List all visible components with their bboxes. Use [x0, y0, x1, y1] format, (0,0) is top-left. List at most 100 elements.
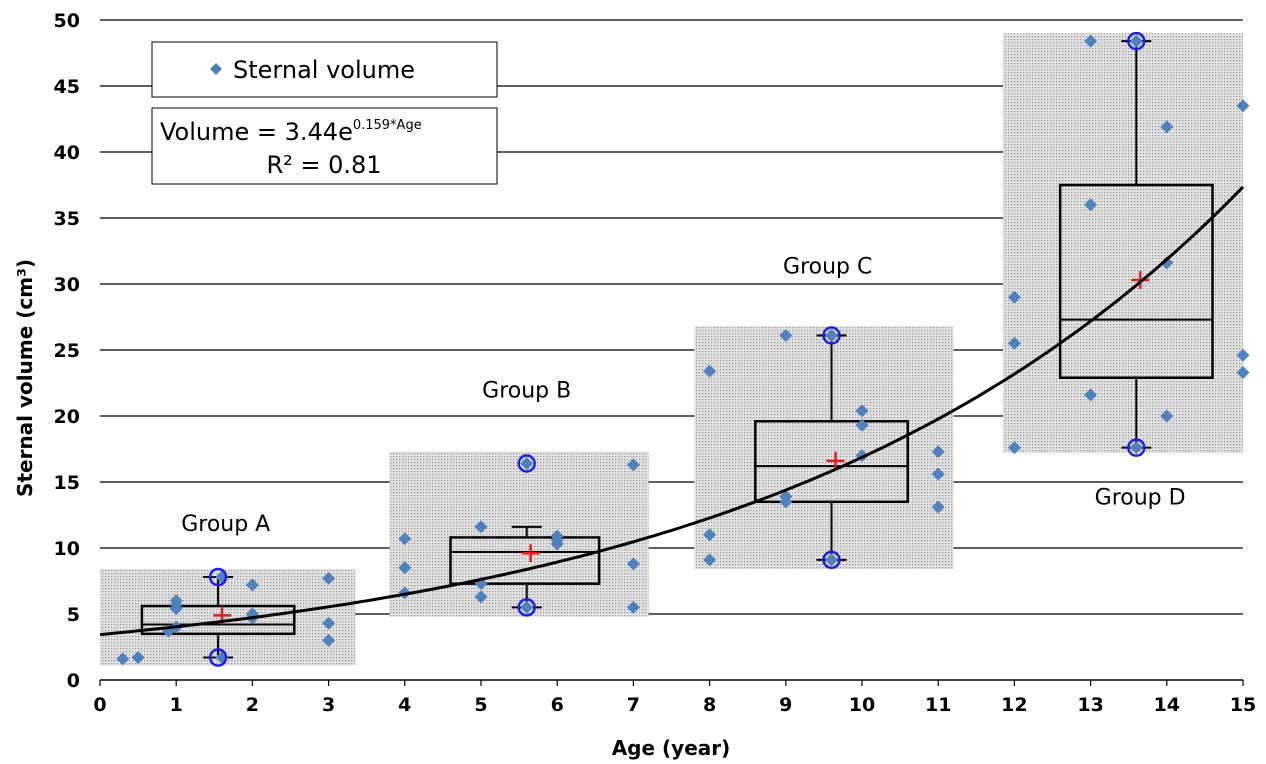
x-tick-label: 7 [627, 694, 640, 716]
x-tick-label: 5 [474, 694, 487, 716]
data-point [131, 651, 145, 665]
box-plots [140, 40, 1214, 659]
data-point [931, 467, 945, 481]
data-point [322, 571, 336, 585]
x-tick-label: 6 [551, 694, 564, 716]
data-point [1129, 34, 1143, 48]
legend-box [151, 41, 498, 98]
group-shade-2 [694, 326, 954, 570]
gridlines [100, 19, 1243, 615]
data-point [1236, 99, 1250, 113]
group-shade-3 [1002, 33, 1243, 453]
data-point [1084, 388, 1098, 402]
outlier-circle [208, 648, 228, 667]
outlier-circle [517, 454, 536, 473]
outlier-markers [208, 31, 1146, 667]
y-tick-label: 5 [67, 604, 80, 626]
data-point [474, 590, 488, 604]
legend-marker [210, 63, 222, 75]
x-tick-label: 9 [779, 694, 792, 716]
data-point [1160, 256, 1174, 270]
y-tick-label: 30 [54, 274, 80, 296]
box-plot-group-2 [754, 334, 909, 561]
x-tick-label: 11 [925, 694, 951, 716]
y-tick-label: 20 [54, 406, 80, 428]
group-shade-0 [100, 569, 356, 666]
y-tick-label: 0 [67, 670, 80, 692]
data-point [398, 532, 412, 546]
data-point [520, 600, 534, 614]
data-point [703, 364, 717, 378]
outlier-circle [1127, 31, 1146, 51]
x-tick-label: 14 [1154, 694, 1180, 716]
data-point [245, 578, 259, 592]
data-point [855, 404, 869, 418]
box-plot-group-3 [1058, 40, 1214, 449]
data-point [550, 529, 564, 543]
group-label-2: Group C [783, 254, 872, 279]
y-tick-label: 25 [54, 340, 80, 362]
legend-label: Sternal volume [233, 56, 415, 84]
x-tick-label: 0 [93, 694, 106, 716]
y-tick-label: 35 [54, 208, 80, 230]
outlier-circle [208, 567, 228, 587]
data-point [322, 616, 336, 630]
x-tick-label: 3 [322, 694, 335, 716]
data-point [1007, 441, 1021, 455]
fit-equation-line1: Volume = 3.44e0.159*Age [160, 118, 422, 146]
outlier-circle [1127, 438, 1146, 457]
data-point [1129, 441, 1143, 455]
data-point [779, 490, 793, 504]
data-point [169, 594, 183, 608]
data-point [322, 633, 336, 647]
fit-equation-base: Volume = 3.44e [160, 118, 353, 146]
fit-r-squared: R² = 0.81 [266, 151, 381, 179]
data-points [116, 34, 1250, 666]
x-tick-label: 10 [849, 694, 875, 716]
group-labels: Group A Group B Group C Group D [181, 254, 1185, 536]
group-shade-1 [389, 451, 649, 617]
data-point [1007, 290, 1021, 304]
data-point [1236, 365, 1250, 379]
box-plot-group-1 [449, 525, 601, 609]
data-point [1007, 336, 1021, 350]
data-point [825, 553, 839, 567]
data-point [855, 418, 869, 432]
group-label-1: Group B [482, 379, 571, 404]
y-tick-label: 45 [54, 76, 80, 98]
fit-equation: Volume = 3.44e0.159*Age R² = 0.81 [151, 107, 498, 185]
x-tick-label: 15 [1230, 694, 1256, 716]
group-label-0: Group A [181, 512, 270, 537]
fit-equation-exponent: 0.159*Age [353, 118, 422, 133]
y-tick-label: 40 [54, 142, 80, 164]
x-tick-label: 12 [1001, 694, 1027, 716]
x-tick-label: 13 [1077, 694, 1103, 716]
data-point [1160, 409, 1174, 423]
data-point [626, 557, 640, 571]
x-tick-label: 2 [246, 694, 259, 716]
data-point [703, 553, 717, 567]
data-point [1084, 198, 1098, 212]
data-point [398, 561, 412, 575]
y-tick-label: 15 [54, 472, 80, 494]
x-axis-title: Age (year) [612, 736, 731, 760]
data-point [116, 652, 130, 666]
y-tick-label: 50 [54, 10, 80, 32]
data-point [825, 328, 839, 342]
data-point [474, 520, 488, 534]
legend: Sternal volume [151, 41, 498, 98]
data-point [931, 445, 945, 459]
x-tick-label: 1 [170, 694, 183, 716]
y-tick-label: 10 [54, 538, 80, 560]
fit-curve [99, 185, 1245, 637]
data-point [1084, 34, 1098, 48]
outlier-circle [517, 598, 536, 617]
data-point [626, 600, 640, 614]
box-body [449, 536, 601, 585]
data-point [1236, 348, 1250, 362]
data-point [703, 528, 717, 542]
data-point [931, 500, 945, 514]
x-tick-label: 4 [398, 694, 411, 716]
